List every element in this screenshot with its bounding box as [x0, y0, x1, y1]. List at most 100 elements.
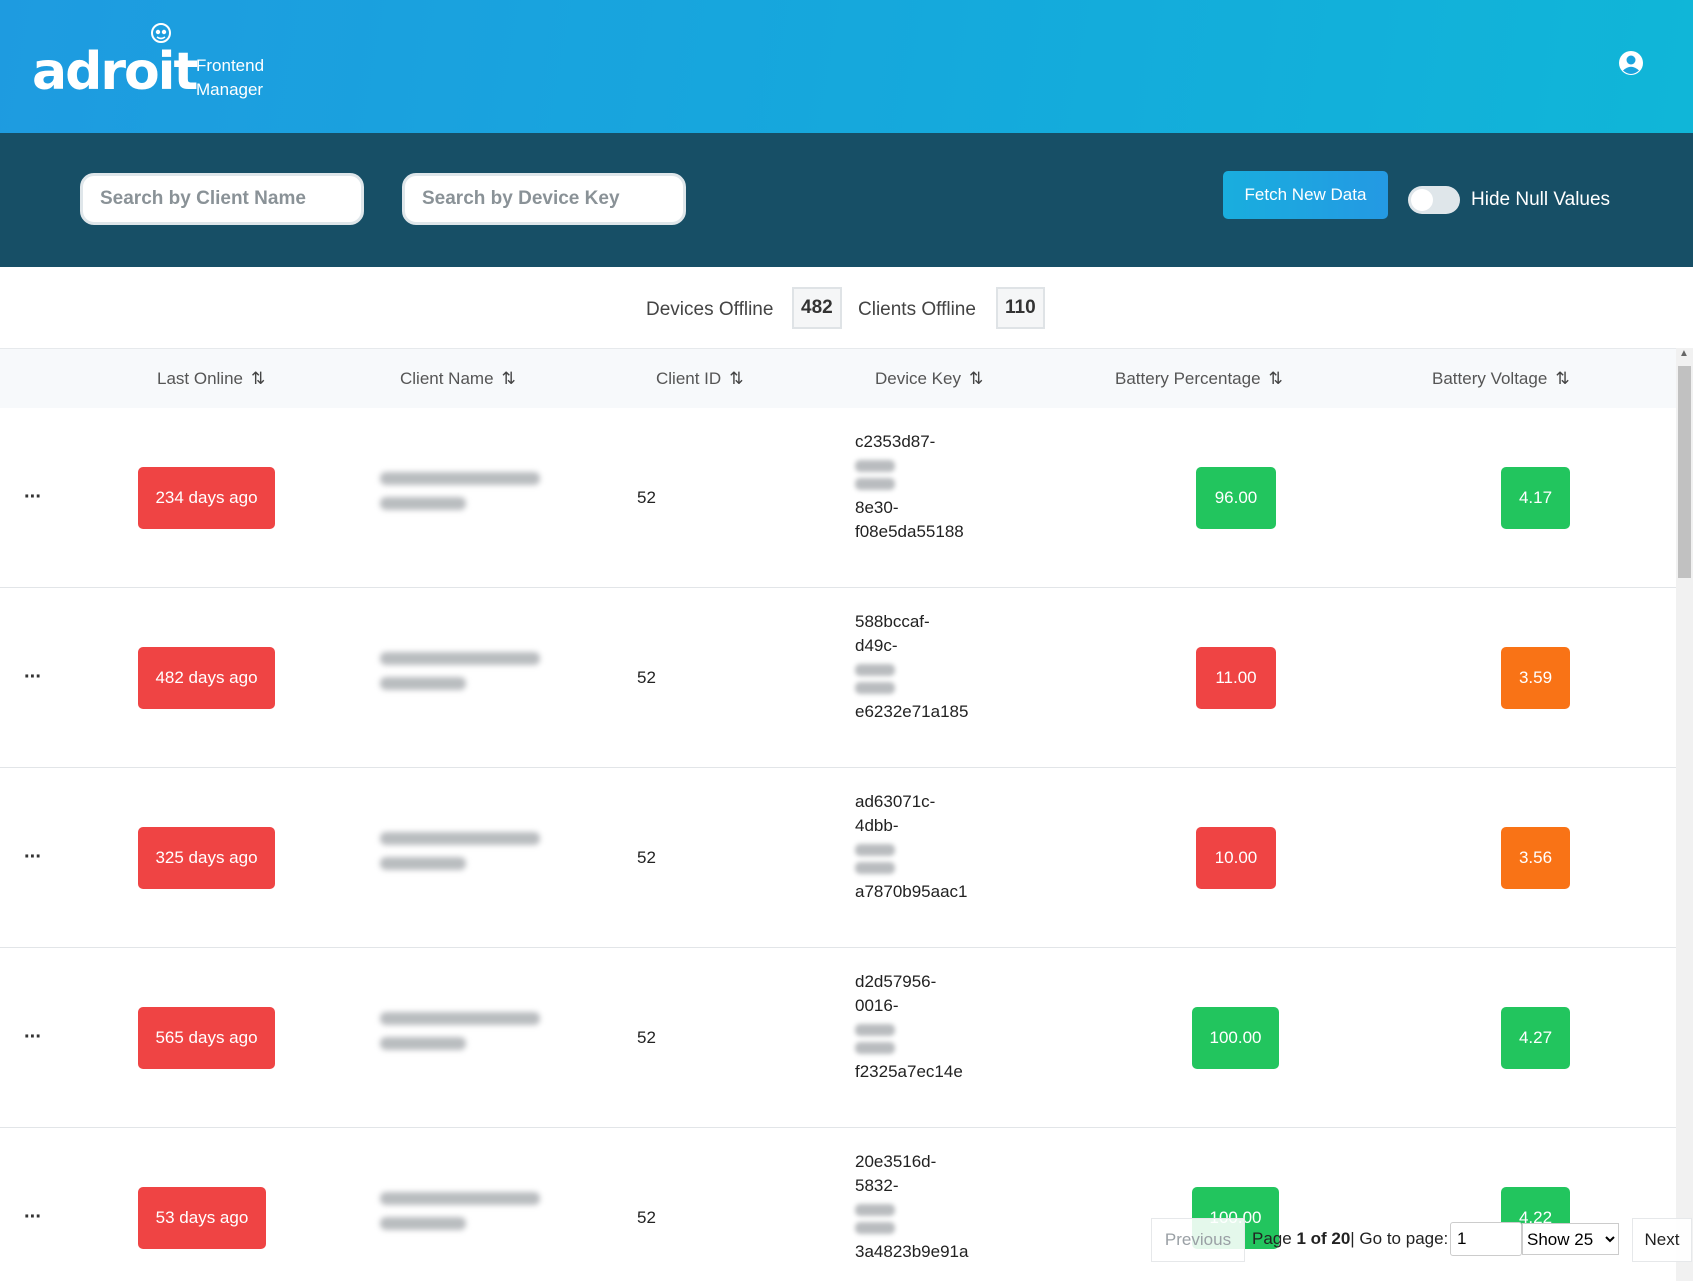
battery-voltage-badge: 4.17 — [1501, 467, 1570, 529]
table-header: Last Online ⇅ Client Name ⇅ Client ID ⇅ Dev… — [0, 348, 1676, 408]
device-key-cell: d2d57956- 0016- f2325a7ec14e — [855, 970, 963, 1084]
device-key-part: 20e3516d- — [855, 1152, 937, 1171]
go-to-page-input[interactable] — [1450, 1222, 1522, 1256]
last-online-badge: 234 days ago — [138, 467, 275, 529]
device-key-cell: 588bccaf- d49c- e6232e71a185 — [855, 610, 968, 724]
client-id-cell: 52 — [637, 668, 656, 687]
robot-face-icon — [151, 23, 171, 43]
page-size-select[interactable]: Show 25 — [1522, 1223, 1619, 1255]
client-id-cell: 52 — [637, 1208, 656, 1227]
row-actions-menu[interactable]: ··· — [24, 486, 42, 508]
client-name-redacted — [380, 652, 540, 702]
app-header: adroit Frontend Manager — [0, 0, 1693, 133]
device-key-part: 3a4823b9e91a — [855, 1242, 969, 1261]
client-name-redacted — [380, 1192, 540, 1242]
device-key-part: 5832- — [855, 1176, 899, 1195]
fetch-new-data-button[interactable]: Fetch New Data — [1223, 171, 1388, 219]
column-header-client-name[interactable]: Client Name ⇅ — [400, 369, 516, 389]
device-key-part: 8e30- — [855, 498, 899, 517]
subtitle-line-2: Manager — [196, 80, 264, 99]
page-indicator: Page 1 of 20| Go to page: — [1252, 1229, 1448, 1249]
device-key-cell: c2353d87- 8e30- f08e5da55188 — [855, 430, 964, 544]
last-online-badge: 565 days ago — [138, 1007, 275, 1069]
battery-percentage-badge: 10.00 — [1196, 827, 1276, 889]
column-header-battery-percentage[interactable]: Battery Percentage ⇅ — [1115, 369, 1283, 389]
clients-offline-count: 110 — [996, 287, 1045, 329]
table-row: ··· 325 days ago 52 ad63071c- 4dbb- a787… — [0, 768, 1676, 948]
sort-icon[interactable]: ⇅ — [251, 369, 266, 388]
clients-offline-label: Clients Offline — [858, 299, 976, 320]
device-key-cell: ad63071c- 4dbb- a7870b95aac1 — [855, 790, 968, 904]
table-row: ··· 234 days ago 52 c2353d87- 8e30- f08e… — [0, 408, 1676, 588]
battery-voltage-badge: 3.59 — [1501, 647, 1570, 709]
column-header-label: Device Key — [875, 369, 961, 388]
filter-bar: Fetch New Data Hide Null Values — [0, 133, 1693, 267]
device-key-part: c2353d87- — [855, 432, 936, 451]
hide-null-values-toggle[interactable] — [1408, 186, 1460, 214]
row-actions-menu[interactable]: ··· — [24, 666, 42, 688]
client-name-redacted — [380, 1012, 540, 1062]
row-actions-menu[interactable]: ··· — [24, 846, 42, 868]
last-online-badge: 482 days ago — [138, 647, 275, 709]
device-key-part: e6232e71a185 — [855, 702, 969, 721]
column-header-device-key[interactable]: Device Key ⇅ — [875, 369, 983, 389]
sort-icon[interactable]: ⇅ — [501, 369, 516, 388]
page-of-count: 1 of 20 — [1296, 1229, 1351, 1248]
device-key-part: f2325a7ec14e — [855, 1062, 963, 1081]
device-key-search-input[interactable] — [402, 173, 686, 225]
battery-percentage-badge: 100.00 — [1192, 1007, 1279, 1069]
client-name-redacted — [380, 832, 540, 882]
column-header-label: Battery Voltage — [1432, 369, 1548, 388]
previous-page-button[interactable]: Previous — [1151, 1218, 1245, 1262]
adroit-logo[interactable]: adroit — [32, 22, 198, 102]
sort-icon[interactable]: ⇅ — [968, 369, 984, 388]
column-header-battery-voltage[interactable]: Battery Voltage ⇅ — [1432, 369, 1570, 389]
client-name-redacted — [380, 472, 540, 522]
next-page-button[interactable]: Next — [1632, 1218, 1692, 1262]
row-actions-menu[interactable]: ··· — [24, 1206, 42, 1228]
column-header-label: Client Name — [400, 369, 494, 388]
client-name-search-input[interactable] — [80, 173, 364, 225]
logo-text: adroit — [32, 42, 198, 102]
device-key-part: ad63071c- — [855, 792, 936, 811]
device-key-cell: 20e3516d- 5832- 3a4823b9e91a — [855, 1150, 968, 1264]
row-actions-menu[interactable]: ··· — [24, 1026, 42, 1048]
battery-voltage-badge: 4.27 — [1501, 1007, 1570, 1069]
column-header-label: Client ID — [656, 369, 722, 388]
vertical-scrollbar[interactable] — [1676, 348, 1693, 1281]
column-header-label: Battery Percentage — [1115, 369, 1261, 388]
sort-icon[interactable]: ⇅ — [1268, 369, 1283, 388]
battery-voltage-badge: 3.56 — [1501, 827, 1570, 889]
device-key-part: d2d57956- — [855, 972, 937, 991]
device-key-part: 0016- — [855, 996, 899, 1015]
offline-stats: Devices Offline 482 Clients Offline 110 — [0, 287, 1693, 329]
device-key-part: a7870b95aac1 — [855, 882, 968, 901]
sort-icon[interactable]: ⇅ — [729, 369, 744, 388]
device-key-part: 4dbb- — [855, 816, 899, 835]
last-online-badge: 53 days ago — [138, 1187, 266, 1249]
client-id-cell: 52 — [637, 848, 656, 867]
scroll-up-arrow-icon[interactable]: ▲ — [1679, 348, 1689, 359]
scrollbar-thumb[interactable] — [1678, 366, 1691, 578]
pagination-bar: Previous Page 1 of 20| Go to page: Show … — [0, 1218, 1693, 1262]
device-key-part: 588bccaf- — [855, 612, 930, 631]
devices-offline-label: Devices Offline — [646, 299, 774, 320]
table-row: ··· 482 days ago 52 588bccaf- d49c- e623… — [0, 588, 1676, 768]
devices-offline-count: 482 — [792, 287, 842, 329]
app-subtitle: Frontend Manager — [196, 54, 264, 102]
column-header-client-id[interactable]: Client ID ⇅ — [656, 369, 743, 389]
column-header-last-online[interactable]: Last Online ⇅ — [157, 369, 265, 389]
client-id-cell: 52 — [637, 1028, 656, 1047]
battery-percentage-badge: 11.00 — [1196, 647, 1276, 709]
battery-percentage-badge: 96.00 — [1196, 467, 1276, 529]
subtitle-line-1: Frontend — [196, 56, 265, 75]
go-to-page-label: | Go to page: — [1350, 1229, 1449, 1248]
table-row: ··· 565 days ago 52 d2d57956- 0016- f232… — [0, 948, 1676, 1128]
column-header-label: Last Online — [157, 369, 243, 388]
device-key-part: f08e5da55188 — [855, 522, 964, 541]
client-id-cell: 52 — [637, 488, 656, 507]
user-circle-icon[interactable] — [1618, 50, 1644, 76]
hide-null-values-label: Hide Null Values — [1471, 189, 1611, 210]
toggle-knob — [1411, 189, 1433, 211]
sort-icon[interactable]: ⇅ — [1555, 369, 1570, 388]
